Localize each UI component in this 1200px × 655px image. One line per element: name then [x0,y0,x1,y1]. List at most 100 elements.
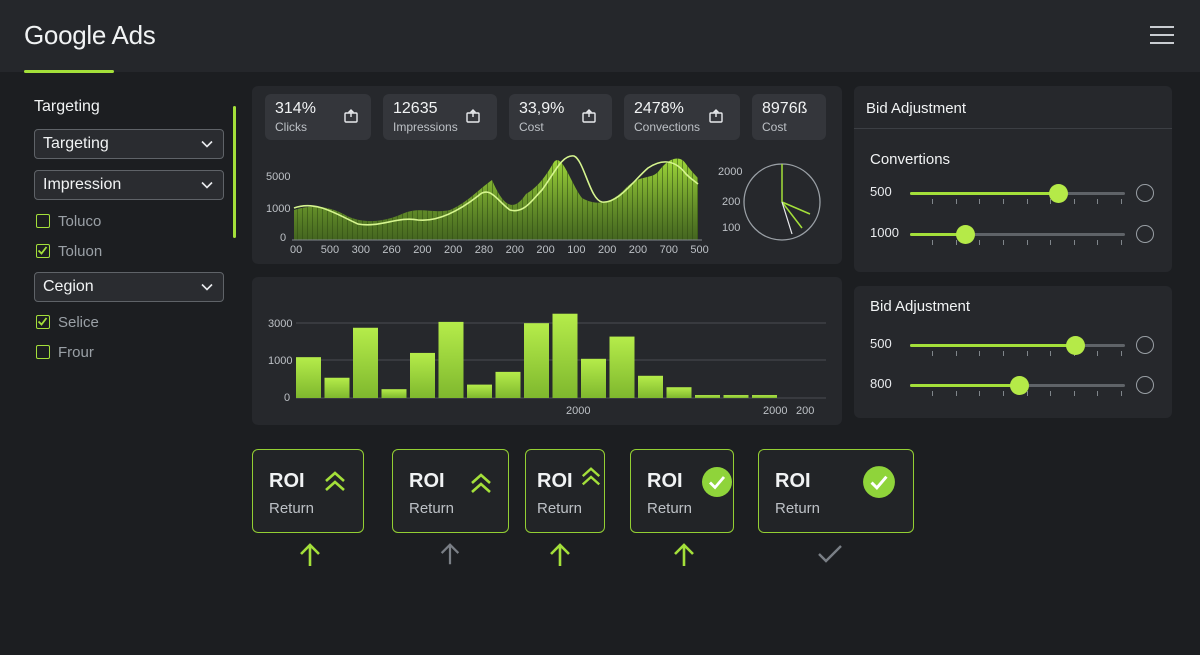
app-logo[interactable]: Google Ads [24,20,156,50]
x-tick: 280 [474,244,494,256]
bid-slider-3[interactable]: 500 [870,333,1160,357]
bar[interactable] [438,321,464,398]
impression-select[interactable]: Impression [34,170,224,200]
slider-fill [910,384,1020,387]
radio-button[interactable] [1136,225,1154,243]
pie-label: 2000 [718,166,743,178]
pie-chart [743,163,821,241]
roi-subtitle: Return [647,500,693,517]
hamburger-menu-icon[interactable] [1150,26,1174,46]
bar[interactable] [353,327,378,398]
roi-subtitle: Return [269,500,315,517]
checkbox-frour[interactable]: Frour [36,344,94,361]
sidebar-title: Targeting [34,98,100,115]
export-icon [582,109,596,123]
arrow-up-icon [550,543,570,566]
kpi-cost-total[interactable]: 8976ß Cost [752,94,826,140]
bar[interactable] [324,377,350,398]
roi-card-4[interactable]: ROI Return [630,449,734,533]
bar[interactable] [296,357,321,398]
export-icon [466,109,480,123]
bid-slider-4[interactable]: 800 [870,373,1160,397]
bid-slider-1[interactable]: 500 [870,181,1160,205]
slider-thumb[interactable] [956,225,976,244]
slider-thumb[interactable] [1048,184,1068,203]
bar[interactable] [695,395,720,398]
roi-subtitle: Return [537,500,583,517]
check-circle-icon [702,467,732,497]
bar[interactable] [495,371,521,398]
top-header: Google Ads [0,0,1200,72]
roi-title: ROI [537,470,573,492]
roi-subtitle: Return [775,500,821,517]
slider-ticks [932,199,1122,205]
slider-track [910,233,1125,236]
kpi-impressions[interactable]: 12635 Impressions [383,94,497,140]
checkmark-icon [818,545,842,563]
radio-button[interactable] [1136,336,1154,354]
roi-card-1[interactable]: ROI Return [252,449,364,533]
x-tick: 200 [598,244,617,256]
bar[interactable] [524,323,549,398]
checkbox-selice[interactable]: Selice [36,314,99,331]
bar[interactable] [609,336,635,398]
x-tick: 700 [659,244,678,256]
bid-slider-2[interactable]: 1000 [870,222,1160,246]
kpi-cost[interactable]: 33,9% Cost [509,94,612,140]
checkbox-empty-icon [36,345,50,359]
checkbox-label: Frour [58,344,94,361]
bar[interactable] [723,395,749,398]
y-tick: 5000 [266,171,291,183]
bar[interactable] [666,387,692,398]
roi-title: ROI [647,470,683,492]
export-icon [344,109,358,123]
slider-thumb[interactable] [1010,376,1030,395]
kpi-conversions[interactable]: 2478% Convections [624,94,740,140]
pie-slice-edge [781,201,793,235]
targeting-select[interactable]: Targeting [34,129,224,159]
roi-card-2[interactable]: ROI Return [392,449,509,533]
slider-thumb[interactable] [1066,336,1086,355]
chevron-down-icon [201,181,213,189]
region-select[interactable]: Cegion [34,272,224,302]
bar[interactable] [552,313,578,398]
chevron-down-icon [201,140,213,148]
bar[interactable] [410,352,435,398]
roi-card-3[interactable]: ROI Return [525,449,605,533]
arrow-up-icon [300,543,320,566]
x-tick: 200 [536,244,555,256]
bar[interactable] [638,375,663,398]
slider-fill [910,192,1059,195]
roi-card-5[interactable]: ROI Return [758,449,914,533]
pie-slice-edge [781,201,803,229]
kpi-value: 2478% [634,100,684,117]
section-accent-bar [233,106,236,238]
kpi-clicks[interactable]: 314% Clicks [265,94,371,140]
checkbox-toluon[interactable]: Toluon [36,243,102,260]
bar[interactable] [752,395,777,398]
active-tab-indicator [24,70,114,73]
slider-value: 800 [870,376,892,391]
radio-button[interactable] [1136,376,1154,394]
x-tick: 200 [628,244,648,256]
bar[interactable] [467,384,492,398]
pie-label: 200 [722,196,741,208]
traffic-area-chart [292,155,702,241]
bar[interactable] [381,389,407,398]
x-tick: 2000 [763,405,788,417]
kpi-value: 33,9% [519,100,565,117]
divider [854,128,1172,129]
arrow-up-icon [674,543,694,566]
x-tick: 300 [351,244,370,256]
panel-title: Bid Adjustment [866,100,967,117]
double-chevron-up-icon [471,473,491,493]
checkbox-toluco[interactable]: Toluco [36,213,101,230]
radio-button[interactable] [1136,184,1154,202]
y-tick: 1000 [268,355,293,367]
slider-value: 500 [870,184,892,199]
x-tick: 100 [567,244,586,256]
bar[interactable] [581,358,606,398]
x-tick: 2000 [566,405,591,417]
roi-title: ROI [775,470,811,492]
slider-ticks [932,351,1122,357]
